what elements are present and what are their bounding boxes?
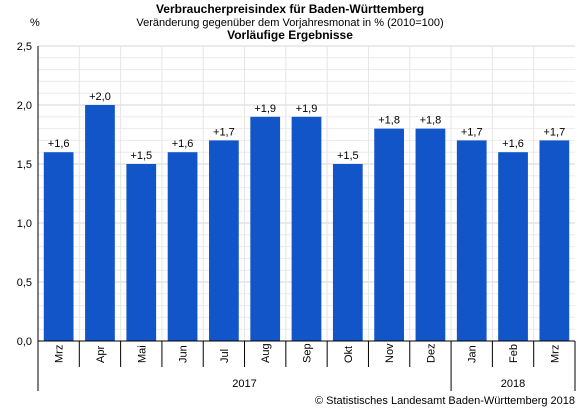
y-axis-unit-label: %: [30, 17, 40, 29]
chart-subtitle: Veränderung gegenüber dem Vorjahresmonat…: [136, 17, 443, 29]
year-labels: 2017 2018: [37, 367, 576, 391]
data-label: +1,9: [254, 103, 276, 115]
data-label: +1,8: [378, 115, 400, 127]
x-category-label: Mrz: [549, 345, 561, 363]
x-category-label: Mrz: [54, 345, 66, 363]
x-category-label: Jul: [219, 349, 231, 363]
data-label: +1,7: [543, 126, 565, 138]
bar: [374, 128, 404, 341]
data-label: +1,6: [48, 138, 70, 150]
bars: [43, 105, 570, 341]
chart-title: Verbraucherpreisindex für Baden-Württemb…: [156, 2, 424, 16]
bar: [167, 152, 198, 341]
y-tick-label: 2,5: [17, 41, 32, 53]
data-label: +1,5: [130, 150, 152, 162]
copyright-text: © Statistisches Landesamt Baden-Württemb…: [315, 395, 575, 407]
data-label: +1,7: [213, 126, 235, 138]
y-axis-ticks: 0,0 0,5 1,0 1,5 2,0 2,5: [17, 41, 32, 348]
data-label: +1,5: [337, 150, 359, 162]
x-category-label: Jan: [467, 345, 479, 363]
data-label: +1,6: [502, 138, 524, 150]
bar: [291, 116, 322, 341]
y-tick-label: 0,5: [17, 277, 32, 289]
x-category-label: Sep: [302, 343, 314, 363]
bar: [415, 128, 446, 341]
bar: [539, 140, 570, 341]
x-axis: Mrz Apr Mai Jun Jul Aug Sep Okt Nov Dez Jan Feb Mrz: [37, 46, 576, 367]
y-tick-label: 2,0: [17, 100, 32, 112]
x-category-label: Okt: [343, 346, 355, 363]
bar: [498, 152, 528, 341]
data-labels: +1,6 +2,0 +1,5 +1,6 +1,7 +1,9 +1,9 +1,5 +1,8 +1,8…: [48, 91, 565, 162]
y-tick-label: 0,0: [17, 336, 32, 348]
x-category-label: Apr: [95, 346, 107, 363]
x-category-label: Mai: [136, 345, 148, 363]
data-label: +1,9: [296, 103, 318, 115]
data-label: +1,6: [172, 138, 194, 150]
x-category-label: Dez: [425, 343, 437, 363]
x-category-label: Nov: [384, 343, 396, 363]
y-tick-label: 1,5: [17, 159, 32, 171]
bar: [85, 105, 115, 341]
bar: [209, 140, 239, 341]
bar: [456, 140, 487, 341]
year-label: 2017: [232, 378, 256, 390]
chart-subtitle-2: Vorläufige Ergebnisse: [227, 28, 353, 42]
data-label: +1,7: [461, 126, 483, 138]
data-label: +1,8: [420, 115, 442, 127]
x-category-label: Aug: [260, 343, 272, 363]
year-label: 2018: [501, 378, 525, 390]
x-category-label: Jun: [178, 345, 190, 363]
data-label: +2,0: [89, 91, 111, 103]
y-tick-label: 1,0: [17, 218, 32, 230]
bar: [43, 152, 74, 341]
bar: [332, 164, 363, 341]
bar: [250, 116, 281, 341]
x-category-label: Feb: [508, 344, 520, 363]
bar: [126, 164, 157, 341]
